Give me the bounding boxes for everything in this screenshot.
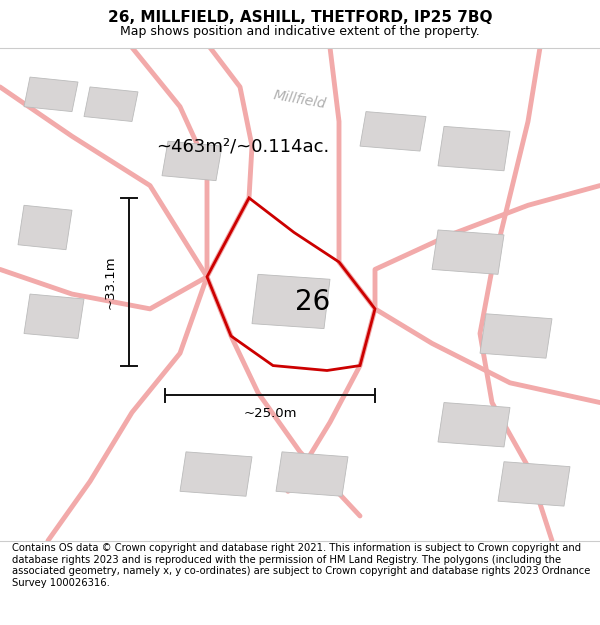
Polygon shape [18,205,72,249]
Polygon shape [360,112,426,151]
Polygon shape [438,126,510,171]
Text: 26, MILLFIELD, ASHILL, THETFORD, IP25 7BQ: 26, MILLFIELD, ASHILL, THETFORD, IP25 7B… [108,9,492,24]
Text: Millfield: Millfield [272,88,328,111]
Polygon shape [498,462,570,506]
Polygon shape [162,141,222,181]
Polygon shape [438,402,510,447]
Polygon shape [480,314,552,358]
Text: 26: 26 [295,288,331,316]
Polygon shape [24,294,84,339]
Polygon shape [276,452,348,496]
Polygon shape [24,77,78,112]
Text: Map shows position and indicative extent of the property.: Map shows position and indicative extent… [120,25,480,38]
Polygon shape [180,452,252,496]
Text: ~33.1m: ~33.1m [103,255,116,309]
Polygon shape [252,274,330,329]
Text: ~25.0m: ~25.0m [243,408,297,421]
Text: ~463m²/~0.114ac.: ~463m²/~0.114ac. [156,137,329,155]
Text: Contains OS data © Crown copyright and database right 2021. This information is : Contains OS data © Crown copyright and d… [12,543,590,588]
Polygon shape [84,87,138,121]
Polygon shape [432,230,504,274]
